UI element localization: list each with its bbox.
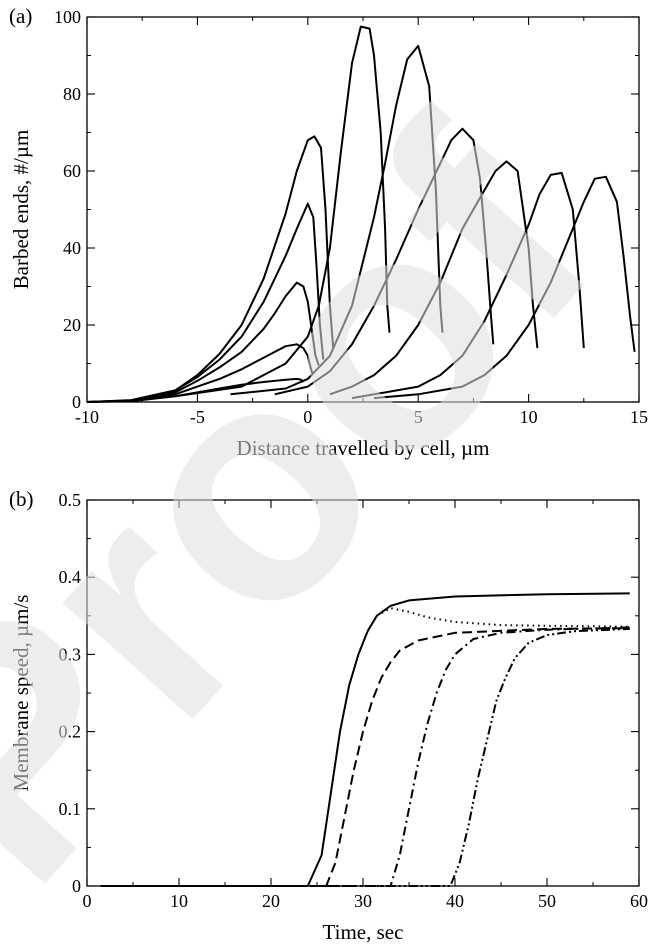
panel-b-x-tick-label: 40	[446, 891, 464, 911]
panel-b-x-tick-label: 60	[630, 891, 648, 911]
panel-b-label: (b)	[9, 487, 34, 511]
panel-a-series-line-1	[86, 377, 305, 403]
panel-a-series-line-10	[351, 171, 585, 400]
panel-a-series-line-5	[86, 135, 335, 403]
panel-a-x-tick-label: 15	[630, 407, 648, 427]
panel-a-y-tick-label: 80	[63, 84, 81, 104]
panel-a-series-line-6	[175, 25, 391, 398]
panel-a-series-line-2	[86, 343, 314, 403]
panel-b-x-tick-label: 20	[262, 891, 280, 911]
panel-b-y-tick-label: 0.5	[59, 490, 82, 510]
panel-a-y-axis-label: Barbed ends, #/µm	[9, 130, 33, 290]
panel-b-plot-frame	[86, 499, 640, 887]
panel-b-x-axis-label: Time, sec	[323, 920, 404, 944]
panel-b-y-tick-label: 0	[72, 876, 81, 896]
panel-b-y-tick-label: 0.4	[59, 567, 82, 587]
panel-a-plot-frame	[86, 16, 640, 403]
panel-a-x-tick-label: 0	[303, 407, 312, 427]
panel-a-x-axis-label: Distance travelled by cell, µm	[237, 436, 490, 460]
panel-b-x-tick-label: 50	[538, 891, 556, 911]
panel-b-chart: 0 10 20 30 40 50 60 0 0.1 0.2 0.3 0.4 0.5 Time, sec Me…	[9, 487, 648, 944]
panel-a-y-tick-label: 0	[72, 392, 81, 412]
panel-a-y-tick-label: 20	[63, 315, 81, 335]
panel-a-series-line-4	[86, 202, 325, 403]
panel-b-x-tick-label: 30	[354, 891, 372, 911]
panel-b-series-line-1	[100, 592, 630, 887]
panel-b-series-line-4	[100, 626, 630, 887]
panel-a-y-tick-label: 100	[54, 7, 81, 27]
panel-a-series-line-11	[373, 175, 636, 400]
panel-b-x-tick-label: 0	[83, 891, 92, 911]
panel-a-label: (a)	[9, 4, 32, 28]
panel-a-series-line-3	[86, 281, 320, 403]
panel-a-y-tick-label: 40	[63, 238, 81, 258]
panel-a-series-line-8	[274, 127, 495, 396]
panel-b-y-tick-label: 0.3	[59, 644, 82, 664]
panel-b-series-line-5	[100, 627, 630, 887]
panel-a-series-line-7	[230, 44, 444, 396]
panel-b-x-tick-label: 10	[170, 891, 188, 911]
panel-b-y-axis-label: Membrane speed, µm/s	[9, 595, 33, 792]
panel-a-chart: -10 -5 0 5 10 15 0 20 40 60 80 100 Distance travelle…	[9, 4, 648, 460]
panel-b-y-tick-label: 0.1	[59, 799, 82, 819]
panel-a-x-tick-label: -10	[75, 407, 99, 427]
panel-a-x-tick-label: 10	[520, 407, 538, 427]
panel-b-series-line-2	[376, 607, 630, 628]
panel-b-y-tick-label: 0.2	[59, 722, 82, 742]
panel-b-series-line-3	[100, 627, 630, 887]
panel-a-x-tick-label: 5	[414, 407, 423, 427]
panel-a-y-tick-label: 60	[63, 161, 81, 181]
panel-a-series-line-9	[329, 160, 539, 396]
panel-a-x-tick-label: -5	[190, 407, 205, 427]
